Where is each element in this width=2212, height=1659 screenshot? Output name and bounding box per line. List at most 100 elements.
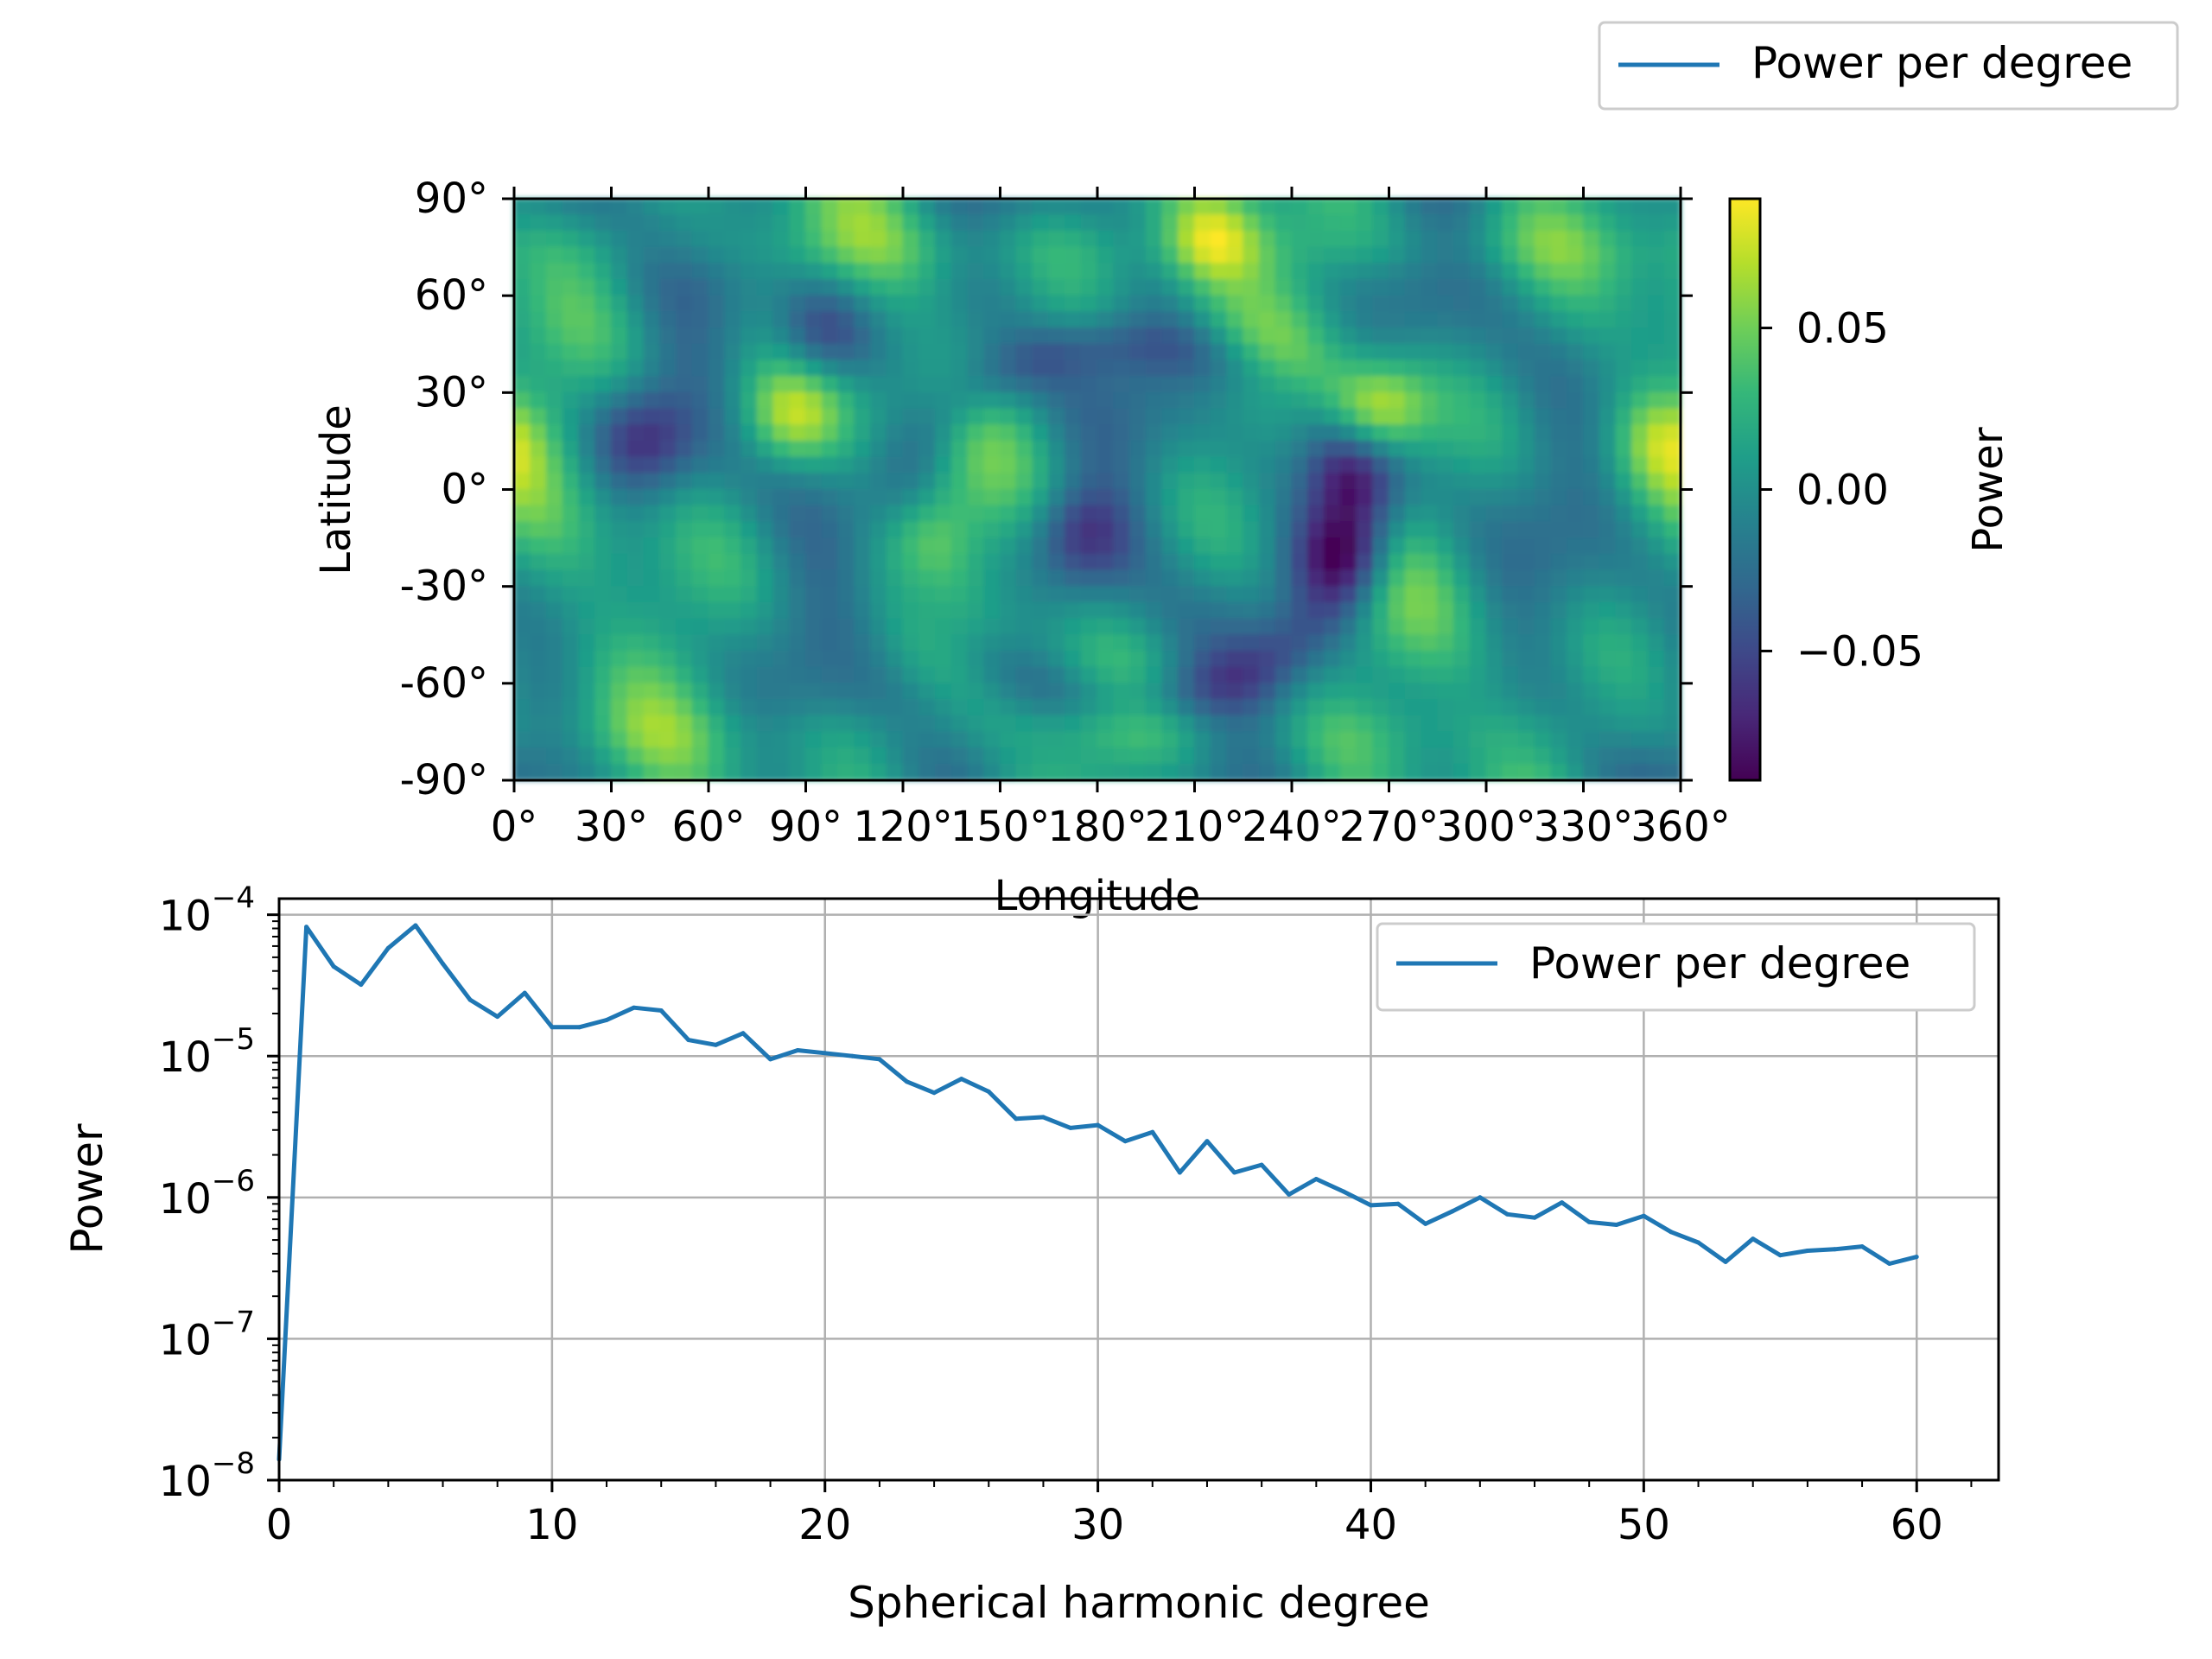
map-cell	[1372, 666, 1389, 684]
map-cell	[983, 263, 1001, 280]
map-cell	[1226, 553, 1244, 571]
map-cell	[676, 747, 693, 765]
map-cell	[918, 521, 936, 539]
map-cell	[1485, 521, 1503, 539]
map-cell	[1615, 569, 1633, 588]
map-cell	[741, 246, 758, 264]
map-cell	[918, 715, 936, 733]
map-cell	[1339, 473, 1357, 490]
map-cell	[1469, 586, 1487, 603]
map-cell	[1113, 763, 1130, 781]
map-cell	[1307, 473, 1325, 490]
map-cell	[1469, 295, 1487, 313]
data-point	[632, 1005, 637, 1010]
map-cell	[1663, 278, 1681, 296]
map-cell	[1065, 747, 1082, 765]
map-cell	[626, 763, 645, 781]
map-cell	[676, 586, 693, 603]
map-cell	[1210, 569, 1228, 588]
map-cell	[1015, 683, 1033, 701]
map-cell	[1129, 683, 1147, 701]
map-cell	[1194, 376, 1211, 393]
map-cell	[1615, 214, 1633, 232]
map-cell	[1339, 424, 1357, 442]
map-cell	[935, 214, 952, 232]
map-cell	[935, 408, 952, 426]
map-cell	[1453, 699, 1471, 716]
map-cell	[1243, 731, 1260, 749]
map-cell	[1307, 553, 1325, 571]
map-cell	[1663, 715, 1681, 733]
map-cell	[1421, 359, 1439, 378]
map-cell	[1583, 634, 1600, 652]
map-cell	[854, 278, 871, 296]
map-cell	[1307, 456, 1325, 474]
map-y-axis-label: Latitude	[312, 404, 360, 575]
map-cell	[691, 214, 709, 232]
map-cell	[1080, 230, 1098, 248]
map-cell	[1469, 489, 1487, 506]
map-cell	[1243, 408, 1260, 426]
map-cell	[513, 683, 531, 701]
data-point	[467, 997, 473, 1002]
map-cell	[594, 278, 612, 296]
map-cell	[1534, 537, 1552, 555]
map-cell	[626, 295, 645, 313]
map-cell	[1437, 537, 1454, 555]
data-point	[522, 990, 527, 995]
map-cell	[1096, 391, 1115, 410]
map-cell	[1648, 359, 1665, 378]
map-cell	[756, 489, 774, 506]
map-x-tick-label: 30°	[575, 803, 648, 851]
map-cell	[1145, 295, 1163, 313]
map-cell	[789, 230, 806, 248]
map-cell	[691, 521, 709, 539]
map-cell	[741, 456, 758, 474]
map-cell	[1469, 521, 1487, 539]
map-cell	[659, 263, 677, 280]
map-cell	[1502, 440, 1519, 458]
map-cells	[513, 198, 1681, 781]
map-cell	[918, 747, 936, 765]
map-cell	[918, 553, 936, 571]
map-cell	[1583, 473, 1600, 490]
map-cell	[708, 263, 726, 280]
map-cell	[1178, 521, 1195, 539]
map-cell	[1567, 715, 1584, 733]
map-cell	[1469, 763, 1487, 781]
map-cell	[837, 586, 855, 603]
map-cell	[1356, 424, 1374, 442]
map-cell	[659, 424, 677, 442]
map-cell	[1178, 391, 1195, 410]
map-cell	[1129, 230, 1147, 248]
map-cell	[1583, 246, 1600, 264]
map-cell	[1648, 747, 1665, 765]
map-cell	[1404, 569, 1422, 588]
map-cell	[1372, 456, 1389, 474]
map-cell	[756, 263, 774, 280]
map-cell	[886, 666, 904, 684]
map-cell	[1615, 553, 1633, 571]
map-cell	[805, 246, 823, 264]
map-cell	[918, 699, 936, 716]
map-cell	[513, 311, 531, 329]
map-cell	[1502, 683, 1519, 701]
data-point	[1014, 1116, 1019, 1122]
map-cell	[756, 408, 774, 426]
map-cell	[611, 311, 628, 329]
map-cell	[1194, 214, 1211, 232]
map-cell	[1080, 246, 1098, 264]
map-cell	[967, 715, 985, 733]
map-cell	[1567, 230, 1584, 248]
map-cell	[1259, 618, 1276, 636]
map-cell	[1015, 278, 1033, 296]
map-cell	[886, 311, 904, 329]
map-cell	[562, 295, 580, 313]
map-cell	[1129, 424, 1147, 442]
map-cell	[724, 634, 741, 652]
map-cell	[1615, 295, 1633, 313]
map-cell	[513, 327, 531, 345]
map-cell	[1113, 214, 1130, 232]
map-cell	[1161, 537, 1179, 555]
map-cell	[1663, 295, 1681, 313]
